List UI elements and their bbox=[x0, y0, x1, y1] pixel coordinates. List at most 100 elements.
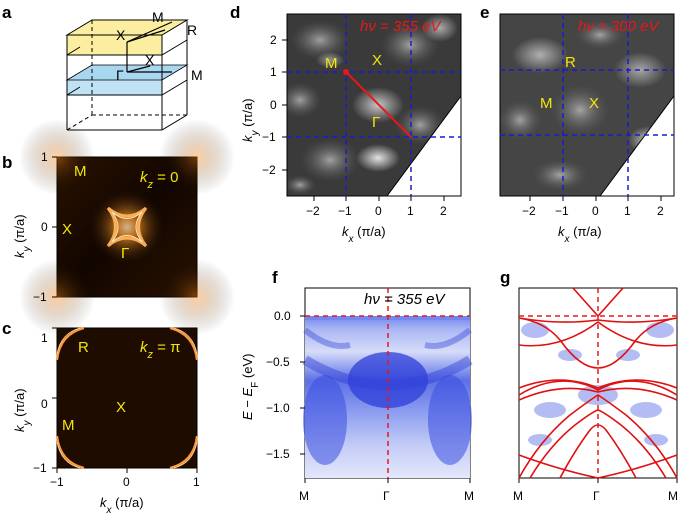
xtick-label: M bbox=[464, 489, 474, 503]
point-M: M bbox=[540, 95, 553, 112]
point-gamma: Γ bbox=[121, 245, 129, 262]
arpes-map-e bbox=[500, 14, 674, 196]
bz-cube-edges bbox=[66, 20, 188, 131]
xtick-label: 2 bbox=[440, 204, 447, 218]
ytick-label: −1.5 bbox=[266, 447, 290, 461]
ytick-label: 1 bbox=[41, 331, 48, 345]
corner-glow bbox=[159, 259, 235, 335]
corner-glow bbox=[159, 119, 235, 195]
photon-energy-e: hν = 300 eV bbox=[578, 18, 660, 35]
xtick-label: 1 bbox=[624, 204, 631, 218]
panel-d: d bbox=[230, 3, 462, 245]
fermi-surface-inner bbox=[111, 211, 143, 243]
point-R: R bbox=[78, 339, 89, 356]
ticks-e bbox=[529, 196, 662, 201]
panel-e-xlabel: kx (π/a) bbox=[558, 224, 602, 245]
xtick-label: M bbox=[668, 489, 678, 503]
ytick-label: −1 bbox=[33, 461, 47, 475]
panel-c-ylabel: ky (π/a) bbox=[12, 388, 33, 432]
ytick-label: −1 bbox=[262, 130, 276, 144]
point-R: R bbox=[565, 54, 576, 71]
bz-point-X-top: X bbox=[116, 27, 126, 43]
bz-grid-d bbox=[287, 14, 461, 196]
bz-point-R: R bbox=[187, 22, 197, 38]
photon-energy-d: hν = 355 eV bbox=[360, 18, 442, 35]
ytick-label: 1 bbox=[270, 65, 277, 79]
ytick-label: −2 bbox=[262, 163, 276, 177]
ytick-label: 1 bbox=[41, 150, 48, 164]
kz-label: kz = 0 bbox=[140, 169, 178, 191]
xtick-label: 0 bbox=[592, 204, 599, 218]
cut-line-M-gamma-M bbox=[345, 71, 412, 138]
arpes-map-d bbox=[287, 14, 461, 196]
fermi-pockets bbox=[55, 326, 199, 470]
xtick-label: −1 bbox=[50, 475, 64, 489]
gamma-glow bbox=[87, 187, 167, 267]
ticks-g bbox=[518, 478, 678, 483]
panel-c: c 1 0 −1 −1 0 1 ky (π/a) kx (π/a) R X M … bbox=[2, 319, 200, 516]
panel-d-xlabel: kx (π/a) bbox=[342, 224, 386, 245]
xtick-label: 2 bbox=[657, 204, 664, 218]
xtick-label: −2 bbox=[306, 204, 320, 218]
bz-top-band bbox=[67, 35, 162, 55]
panel-a-label: a bbox=[2, 3, 12, 22]
bz-top-face bbox=[65, 19, 189, 36]
xtick-label: 1 bbox=[193, 475, 200, 489]
point-M: M bbox=[74, 163, 87, 180]
bz-point-X-mid: X bbox=[145, 52, 155, 68]
bz-paths bbox=[126, 21, 173, 73]
panel-a: a bbox=[2, 3, 203, 131]
panel-e-label: e bbox=[480, 3, 489, 22]
ticks-f bbox=[300, 315, 471, 483]
xtick-label: −2 bbox=[522, 204, 536, 218]
xtick-label: −1 bbox=[338, 204, 352, 218]
panel-c-xlabel: kx (π/a) bbox=[100, 495, 144, 516]
bz-point-M-mid: M bbox=[191, 67, 203, 83]
xtick-label: 0 bbox=[123, 475, 130, 489]
panel-b-label: b bbox=[2, 153, 12, 172]
bz-hidden-edges bbox=[66, 20, 187, 131]
ytick-label: −1.0 bbox=[266, 401, 290, 415]
point-X: X bbox=[372, 52, 382, 69]
fermi-map-kzpi bbox=[56, 327, 198, 469]
ytick-label: 0 bbox=[270, 98, 277, 112]
panel-b: b 1 0 −1 ky (π/a) M X Γ kz = 0 bbox=[2, 119, 235, 335]
panel-g: g bbox=[500, 268, 678, 503]
point-X: X bbox=[116, 399, 126, 416]
panel-f: f 0.0 −0.5 −1.0 −1.5 M Γ M E − EF (eV) h… bbox=[240, 268, 474, 503]
ticks-d bbox=[282, 39, 445, 201]
panel-b-ylabel: ky (π/a) bbox=[12, 214, 33, 258]
xtick-label: 0 bbox=[375, 204, 382, 218]
xtick-label: M bbox=[513, 489, 523, 503]
fermi-surface-cross bbox=[106, 206, 148, 248]
point-M: M bbox=[325, 55, 338, 72]
photon-energy-f: hν = 355 eV bbox=[364, 291, 446, 308]
panel-f-label: f bbox=[272, 268, 278, 287]
panel-e: e −2 −1 0 1 2 kx (π/a) hν = bbox=[480, 3, 675, 245]
fermi-pockets-inner bbox=[56, 327, 198, 469]
bz-point-gamma: Γ bbox=[116, 67, 124, 83]
point-M: M bbox=[62, 417, 75, 434]
point-X: X bbox=[62, 221, 72, 238]
xtick-label: −1 bbox=[555, 204, 569, 218]
panel-d-label: d bbox=[230, 3, 240, 22]
ytick-label: −1 bbox=[33, 290, 47, 304]
point-X: X bbox=[589, 95, 599, 112]
kz-label: kz = π bbox=[140, 339, 180, 361]
point-gamma: Γ bbox=[372, 114, 380, 131]
xtick-label: 1 bbox=[407, 204, 414, 218]
ytick-label: 0 bbox=[41, 397, 48, 411]
panel-c-label: c bbox=[2, 319, 11, 338]
panel-d-ylabel: ky (π/a) bbox=[240, 98, 261, 142]
ytick-label: 2 bbox=[270, 33, 277, 47]
ytick-label: −0.5 bbox=[266, 355, 290, 369]
cut-endpoint bbox=[343, 69, 349, 75]
panel-g-label: g bbox=[500, 268, 510, 287]
bz-grid-e bbox=[500, 14, 674, 196]
bz-point-M: M bbox=[152, 9, 164, 25]
ytick-label: 0 bbox=[41, 220, 48, 234]
plot-frame-e bbox=[499, 13, 675, 197]
xtick-label: M bbox=[299, 489, 309, 503]
ytick-label: 0.0 bbox=[274, 309, 291, 323]
